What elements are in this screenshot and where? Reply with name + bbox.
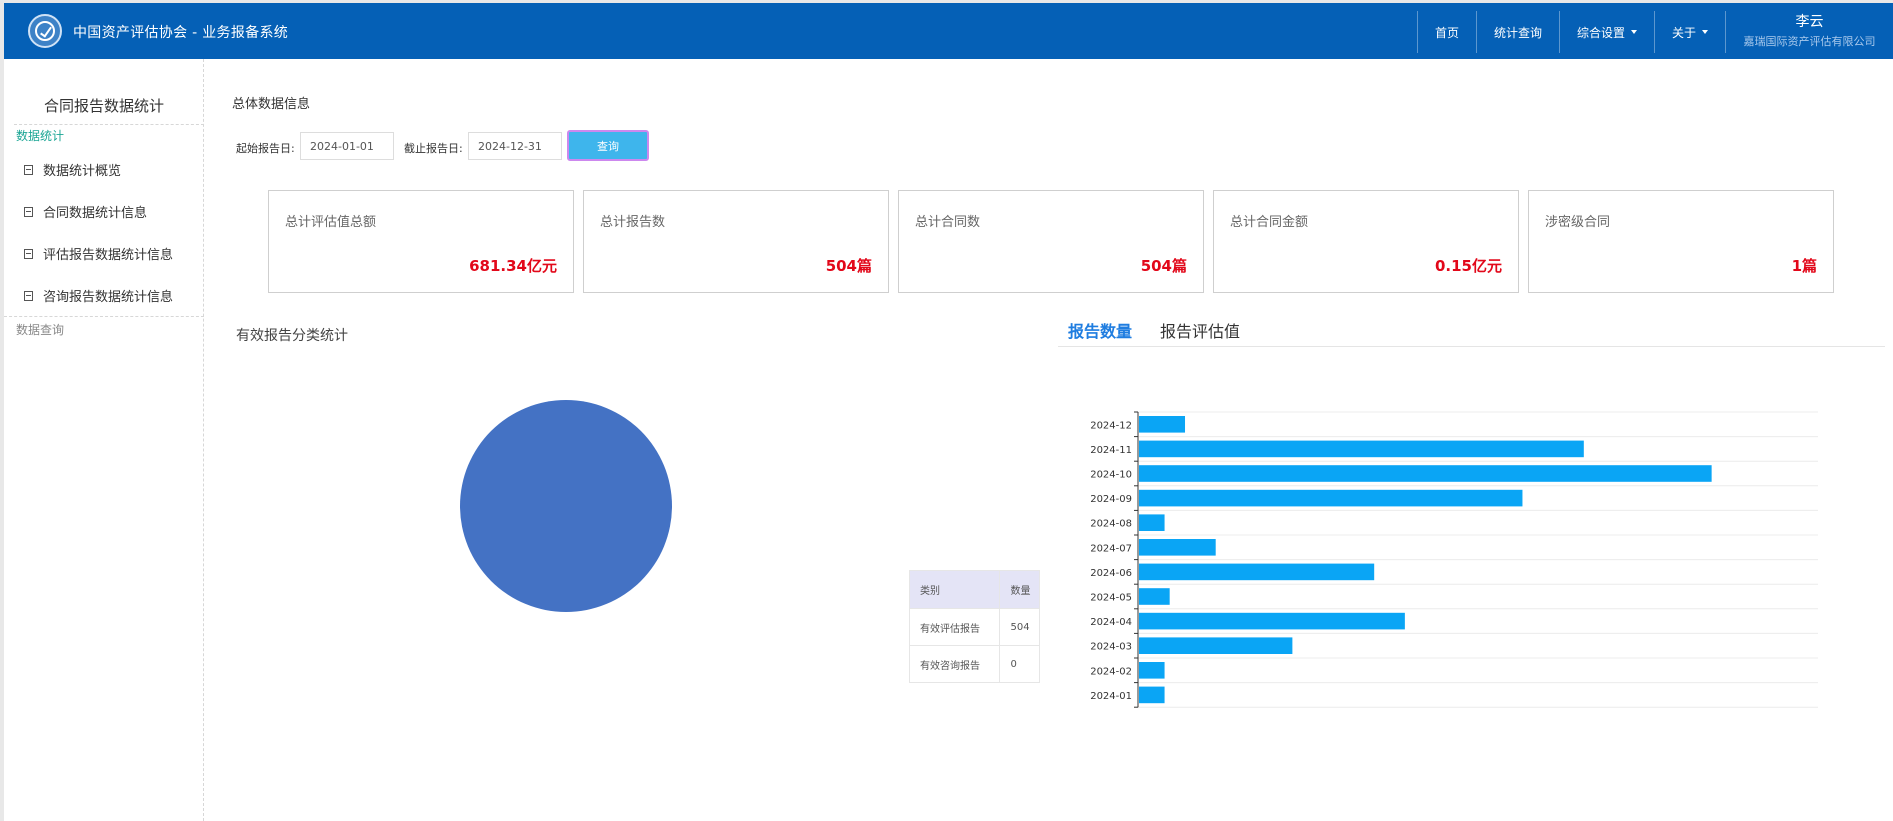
top-navbar: 中国资产评估协会 - 业务报备系统 首页 统计查询 综合设置 关于 李云 嘉瑞国… <box>4 3 1893 59</box>
table-row: 有效评估报告 504 <box>908 608 1040 646</box>
nav-settings-dropdown[interactable]: 综合设置 <box>1558 11 1654 53</box>
table-header-category: 类别 <box>908 570 1001 609</box>
bar <box>1139 662 1165 679</box>
chevron-down-icon <box>1630 30 1637 34</box>
nav-home-label: 首页 <box>1434 25 1459 40</box>
table-row: 有效咨询报告 0 <box>908 645 1040 683</box>
section-title: 总体数据信息 <box>232 97 311 112</box>
stat-card-label: 涉密级合同 <box>1545 215 1611 230</box>
nav-stats-query-label: 统计查询 <box>1493 25 1542 40</box>
stat-card-value: 504篇 <box>825 257 872 275</box>
chart-tabs: 报告数量 报告评估值 <box>1058 318 1885 347</box>
y-tick-label: 2024-09 <box>1090 494 1132 505</box>
association-logo-icon <box>28 14 62 48</box>
stat-card-total-appraisal: 总计评估值总额 681.34亿元 <box>268 190 574 293</box>
sidebar-group-query[interactable]: 数据查询 <box>16 323 65 337</box>
bar <box>1139 686 1165 704</box>
sidebar-item-overview[interactable]: 数据统计概览 <box>24 160 121 179</box>
bar <box>1139 440 1584 458</box>
bar <box>1139 612 1405 630</box>
table-cell-count: 0 <box>999 645 1040 683</box>
y-tick-label: 2024-10 <box>1090 470 1132 481</box>
pie-section-title: 有效报告分类统计 <box>236 328 348 344</box>
stat-card-value: 504篇 <box>1140 257 1187 275</box>
sidebar-divider <box>14 124 204 125</box>
sidebar-item-label: 评估报告数据统计信息 <box>43 248 174 263</box>
start-date-input[interactable] <box>300 132 394 160</box>
pie-slice <box>460 400 672 612</box>
tab-report-count[interactable]: 报告数量 <box>1068 322 1133 341</box>
bar <box>1139 489 1523 507</box>
bar-chart: 2024-12 2024-11 2024-10 2024-09 2024-08 2024-… <box>1090 411 1818 708</box>
stat-card-classified-contracts: 涉密级合同 1篇 <box>1528 190 1834 293</box>
y-tick-label: 2024-02 <box>1090 666 1132 677</box>
pie-chart <box>460 400 672 612</box>
y-tick-label: 2024-06 <box>1090 568 1132 579</box>
bar <box>1139 465 1712 482</box>
y-tick-label: 2024-04 <box>1090 617 1132 628</box>
stat-card-label: 总计评估值总额 <box>285 215 377 230</box>
table-cell-category: 有效评估报告 <box>908 608 1001 646</box>
nav-about-label: 关于 <box>1671 25 1696 40</box>
nav-menu: 首页 统计查询 综合设置 关于 李云 嘉瑞国际资产评估有限公司 <box>1416 11 1893 53</box>
sidebar-title: 合同报告数据统计 <box>43 97 164 115</box>
start-date-label: 起始报告日: <box>236 142 295 155</box>
stat-card-label: 总计合同金额 <box>1230 215 1309 230</box>
y-tick-label: 2024-12 <box>1090 420 1132 431</box>
stat-card-label: 总计合同数 <box>915 215 981 230</box>
tab-report-appraisal-value[interactable]: 报告评估值 <box>1160 322 1241 341</box>
report-icon <box>24 248 33 259</box>
y-tick-label: 2024-01 <box>1090 691 1132 702</box>
report-category-table: 类别 数量 有效评估报告 504 有效咨询报告 0 <box>908 570 1040 683</box>
consult-report-icon <box>24 290 33 301</box>
y-tick-label: 2024-07 <box>1090 543 1132 554</box>
sidebar-divider <box>4 316 204 317</box>
chevron-down-icon <box>1702 30 1708 34</box>
nav-settings-label: 综合设置 <box>1576 25 1625 40</box>
document-icon <box>24 206 33 217</box>
y-tick-label: 2024-03 <box>1090 642 1132 653</box>
table-header-row: 类别 数量 <box>908 570 1040 609</box>
stat-card-value: 0.15亿元 <box>1434 257 1502 275</box>
stat-card-total-contracts: 总计合同数 504篇 <box>898 190 1204 293</box>
sidebar-item-label: 合同数据统计信息 <box>43 206 148 221</box>
stat-card-value: 1篇 <box>1791 257 1817 275</box>
table-header-count: 数量 <box>999 570 1040 609</box>
app-title: 中国资产评估协会 - 业务报备系统 <box>73 25 289 41</box>
user-name: 李云 <box>1795 14 1824 30</box>
bar <box>1139 539 1216 556</box>
nav-about-dropdown[interactable]: 关于 <box>1653 11 1725 53</box>
y-tick-label: 2024-08 <box>1090 519 1132 530</box>
dashboard-icon <box>24 164 33 175</box>
sidebar-group-stats[interactable]: 数据统计 <box>16 129 65 143</box>
sidebar-item-consult-report-stats[interactable]: 咨询报告数据统计信息 <box>24 286 173 305</box>
stat-card-contract-amount: 总计合同金额 0.15亿元 <box>1213 190 1519 293</box>
bar <box>1139 588 1170 605</box>
stat-card-total-reports: 总计报告数 504篇 <box>583 190 889 293</box>
sidebar-item-label: 咨询报告数据统计信息 <box>43 290 174 305</box>
bar <box>1139 563 1375 581</box>
nav-home[interactable]: 首页 <box>1416 11 1476 53</box>
stat-card-value: 681.34亿元 <box>469 257 557 275</box>
nav-stats-query[interactable]: 统计查询 <box>1475 11 1559 53</box>
query-button[interactable]: 查询 <box>567 130 649 161</box>
sidebar-item-contract-stats[interactable]: 合同数据统计信息 <box>24 202 147 221</box>
sidebar-item-appraisal-report-stats[interactable]: 评估报告数据统计信息 <box>24 244 173 263</box>
bar <box>1139 416 1186 433</box>
y-tick-label: 2024-11 <box>1090 445 1132 456</box>
end-date-label: 截止报告日: <box>404 142 463 155</box>
user-company: 嘉瑞国际资产评估有限公司 <box>1743 35 1876 48</box>
table-cell-category: 有效咨询报告 <box>908 645 1001 683</box>
sidebar: 合同报告数据统计 数据统计 数据统计概览 合同数据统计信息 评估报告数据统计信息… <box>4 59 204 821</box>
table-cell-count: 504 <box>999 608 1040 646</box>
user-menu[interactable]: 李云 嘉瑞国际资产评估有限公司 <box>1725 11 1893 53</box>
end-date-input[interactable] <box>468 132 562 160</box>
sidebar-item-label: 数据统计概览 <box>43 164 122 179</box>
stat-card-label: 总计报告数 <box>600 215 666 230</box>
bar <box>1139 514 1165 531</box>
bar <box>1139 637 1293 654</box>
y-tick-label: 2024-05 <box>1090 593 1132 604</box>
